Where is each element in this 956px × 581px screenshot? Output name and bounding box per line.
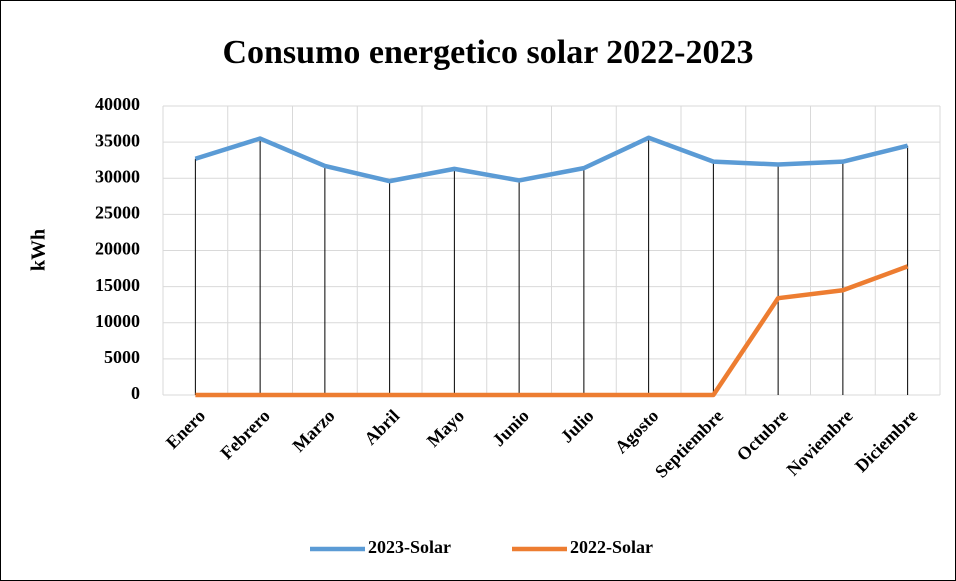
y-axis-label: kWh [28,229,50,271]
y-tick-label: 15000 [95,275,140,295]
y-tick-label: 5000 [104,347,140,367]
y-tick-label: 20000 [95,239,140,259]
y-tick-label: 25000 [95,203,140,223]
y-tick-label: 0 [131,383,140,403]
chart-title: Consumo energetico solar 2022-2023 [222,34,753,71]
series-line [194,135,909,184]
legend-label: 2022-Solar [570,537,653,557]
legend-label: 2023-Solar [368,537,451,557]
y-tick-label: 35000 [95,130,140,150]
y-tick-label: 30000 [95,166,140,186]
y-tick-label: 10000 [95,311,140,331]
y-tick-label: 40000 [95,94,140,114]
series-line [195,264,909,398]
